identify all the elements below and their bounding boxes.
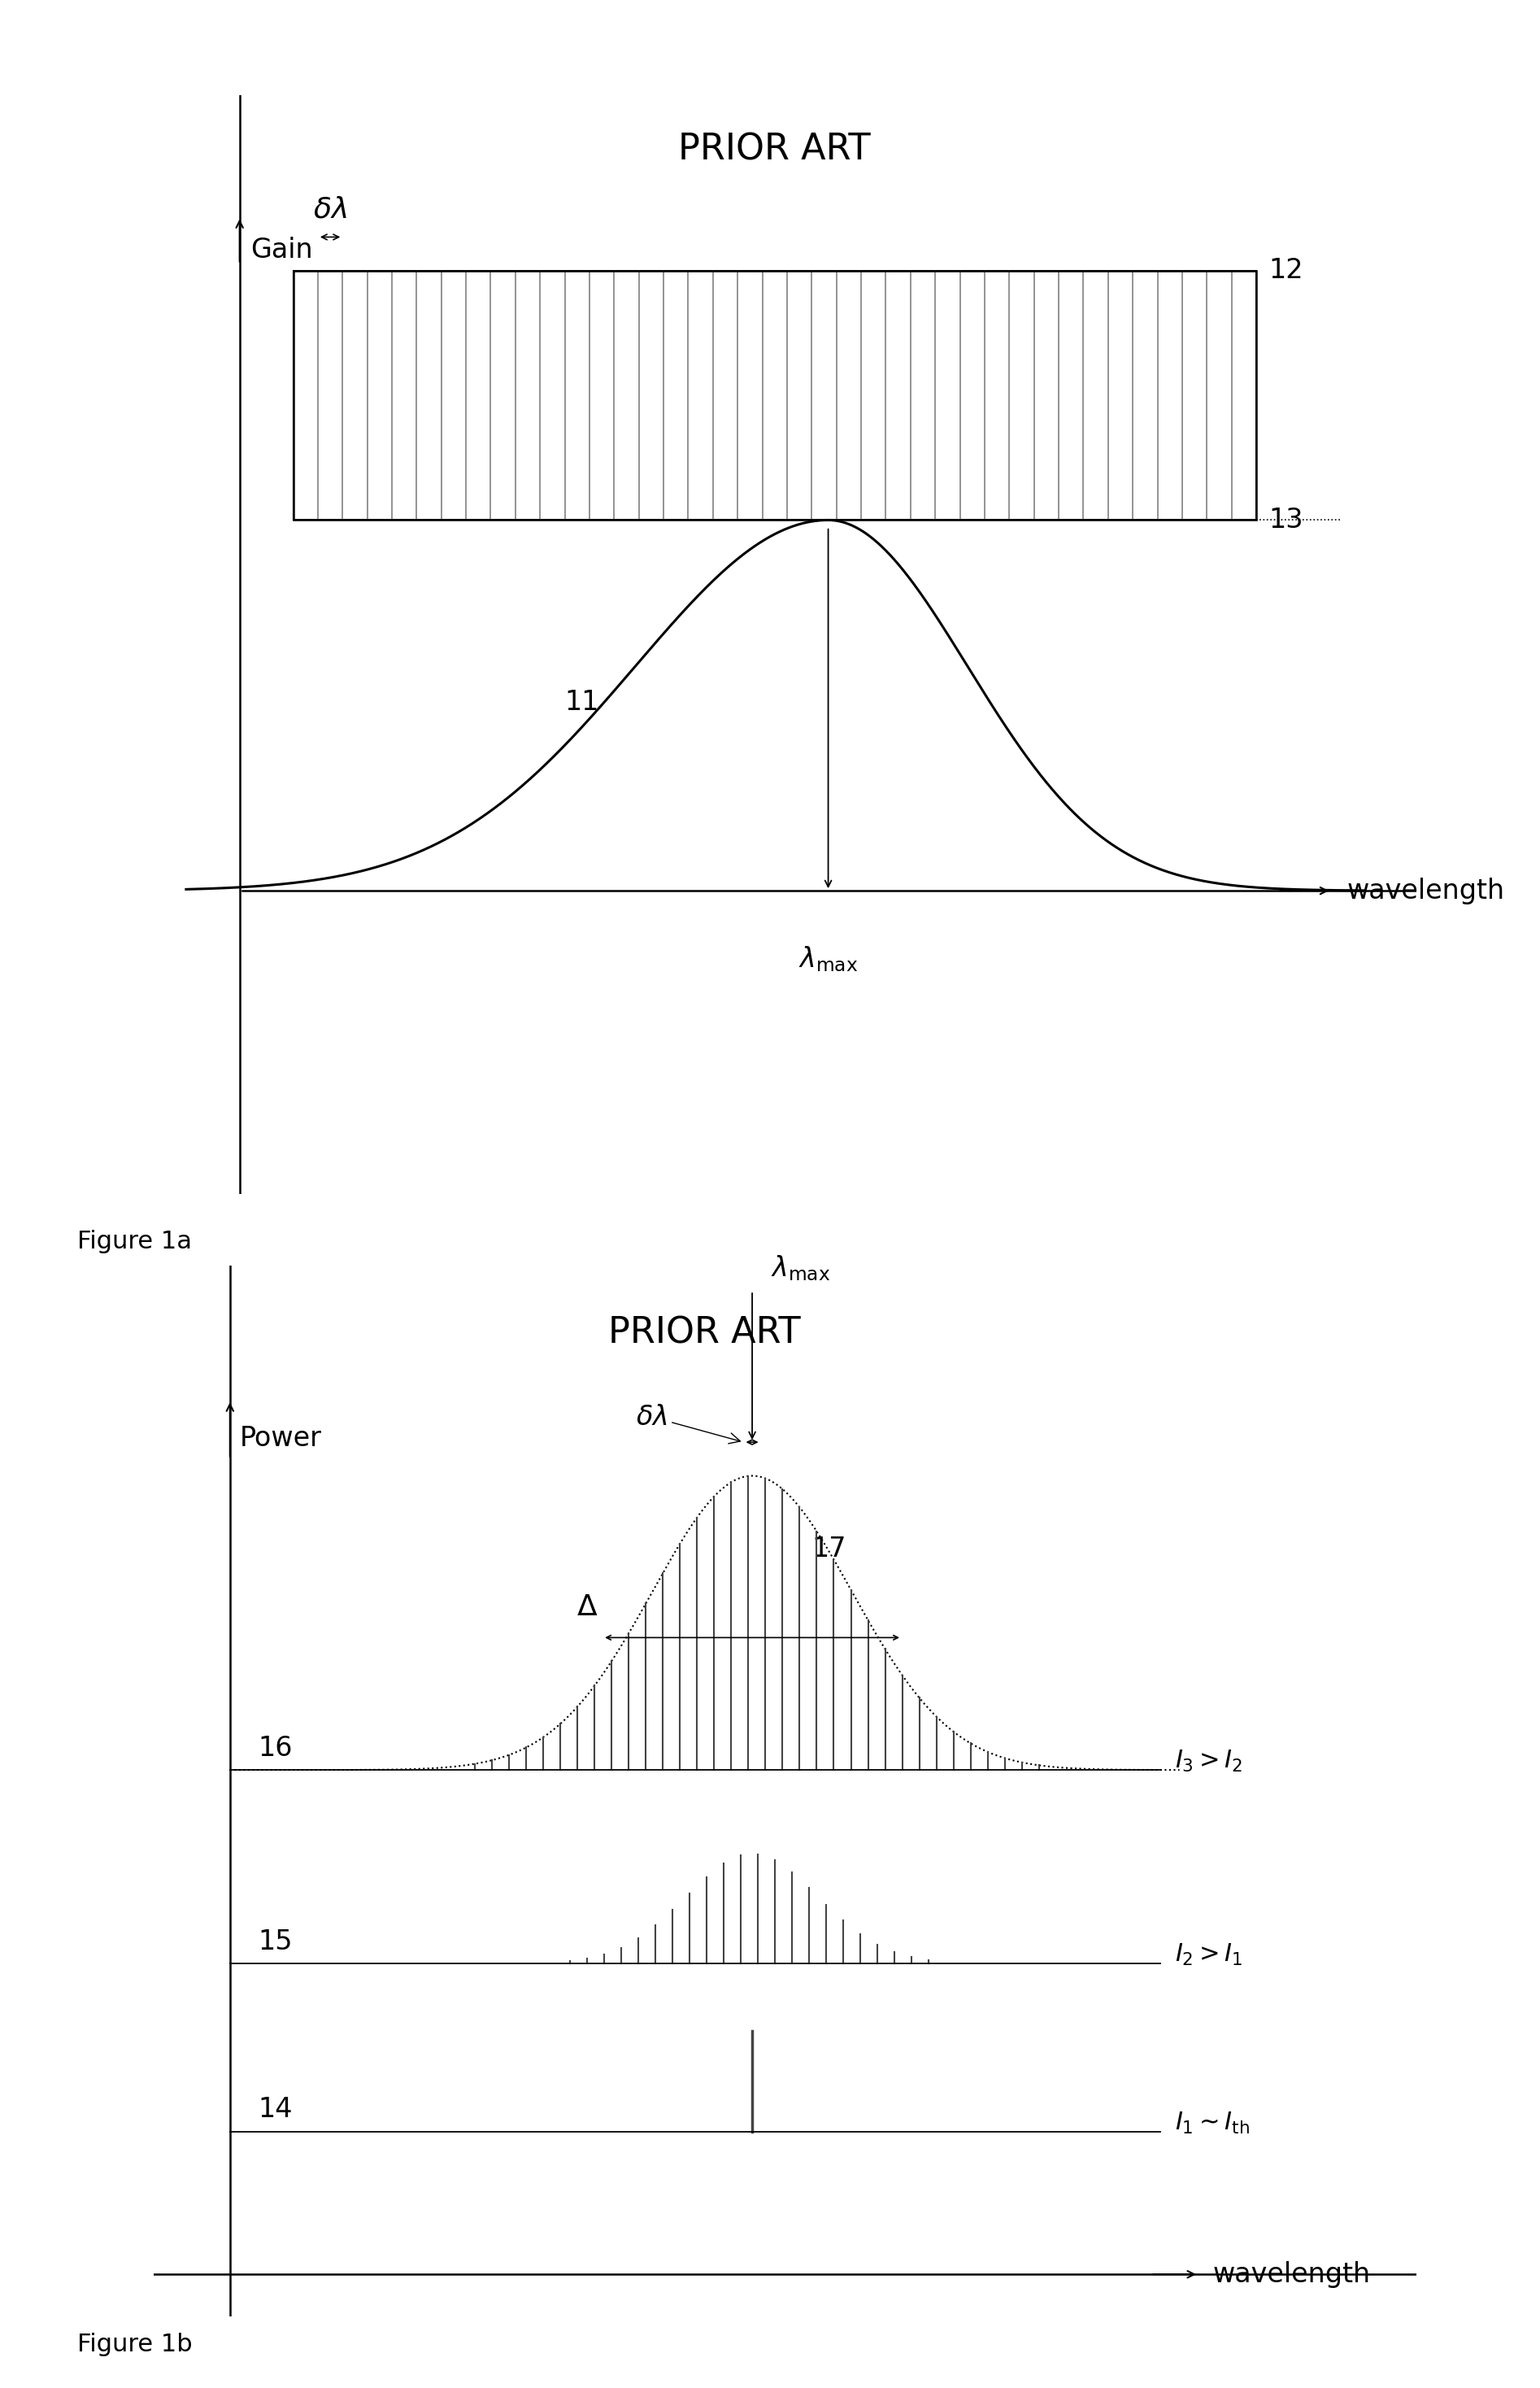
Text: 15: 15 (259, 1927, 293, 1956)
Text: Gain: Gain (251, 236, 313, 265)
Text: 12: 12 (1269, 258, 1304, 284)
Text: $\Delta$: $\Delta$ (576, 1593, 598, 1621)
Bar (293, 270, 1257, 521)
Text: $\delta\lambda$: $\delta\lambda$ (313, 196, 346, 224)
Text: $\delta\lambda$: $\delta\lambda$ (636, 1404, 741, 1445)
Text: $\lambda_{\rm max}$: $\lambda_{\rm max}$ (772, 1254, 830, 1282)
Text: 11: 11 (565, 688, 599, 716)
Text: $I_2>I_1$: $I_2>I_1$ (1175, 1941, 1243, 1968)
Text: 17: 17 (812, 1535, 847, 1562)
Text: PRIOR ART: PRIOR ART (679, 131, 872, 167)
Text: $I_3>I_2$: $I_3>I_2$ (1175, 1748, 1243, 1774)
Text: wavelength: wavelength (1348, 876, 1505, 905)
Bar (293, 270, 1257, 521)
Text: Figure 1a: Figure 1a (77, 1230, 191, 1254)
Text: $I_1{\sim}I_{\rm th}$: $I_1{\sim}I_{\rm th}$ (1175, 2111, 1249, 2135)
Text: 14: 14 (259, 2097, 293, 2123)
Text: wavelength: wavelength (1212, 2261, 1371, 2288)
Text: 13: 13 (1269, 506, 1304, 533)
Text: Figure 1b: Figure 1b (77, 2333, 192, 2357)
Text: $\lambda_{\rm max}$: $\lambda_{\rm max}$ (798, 946, 858, 974)
Text: PRIOR ART: PRIOR ART (608, 1316, 801, 1349)
Text: 16: 16 (259, 1734, 293, 1762)
Text: Power: Power (239, 1426, 322, 1452)
